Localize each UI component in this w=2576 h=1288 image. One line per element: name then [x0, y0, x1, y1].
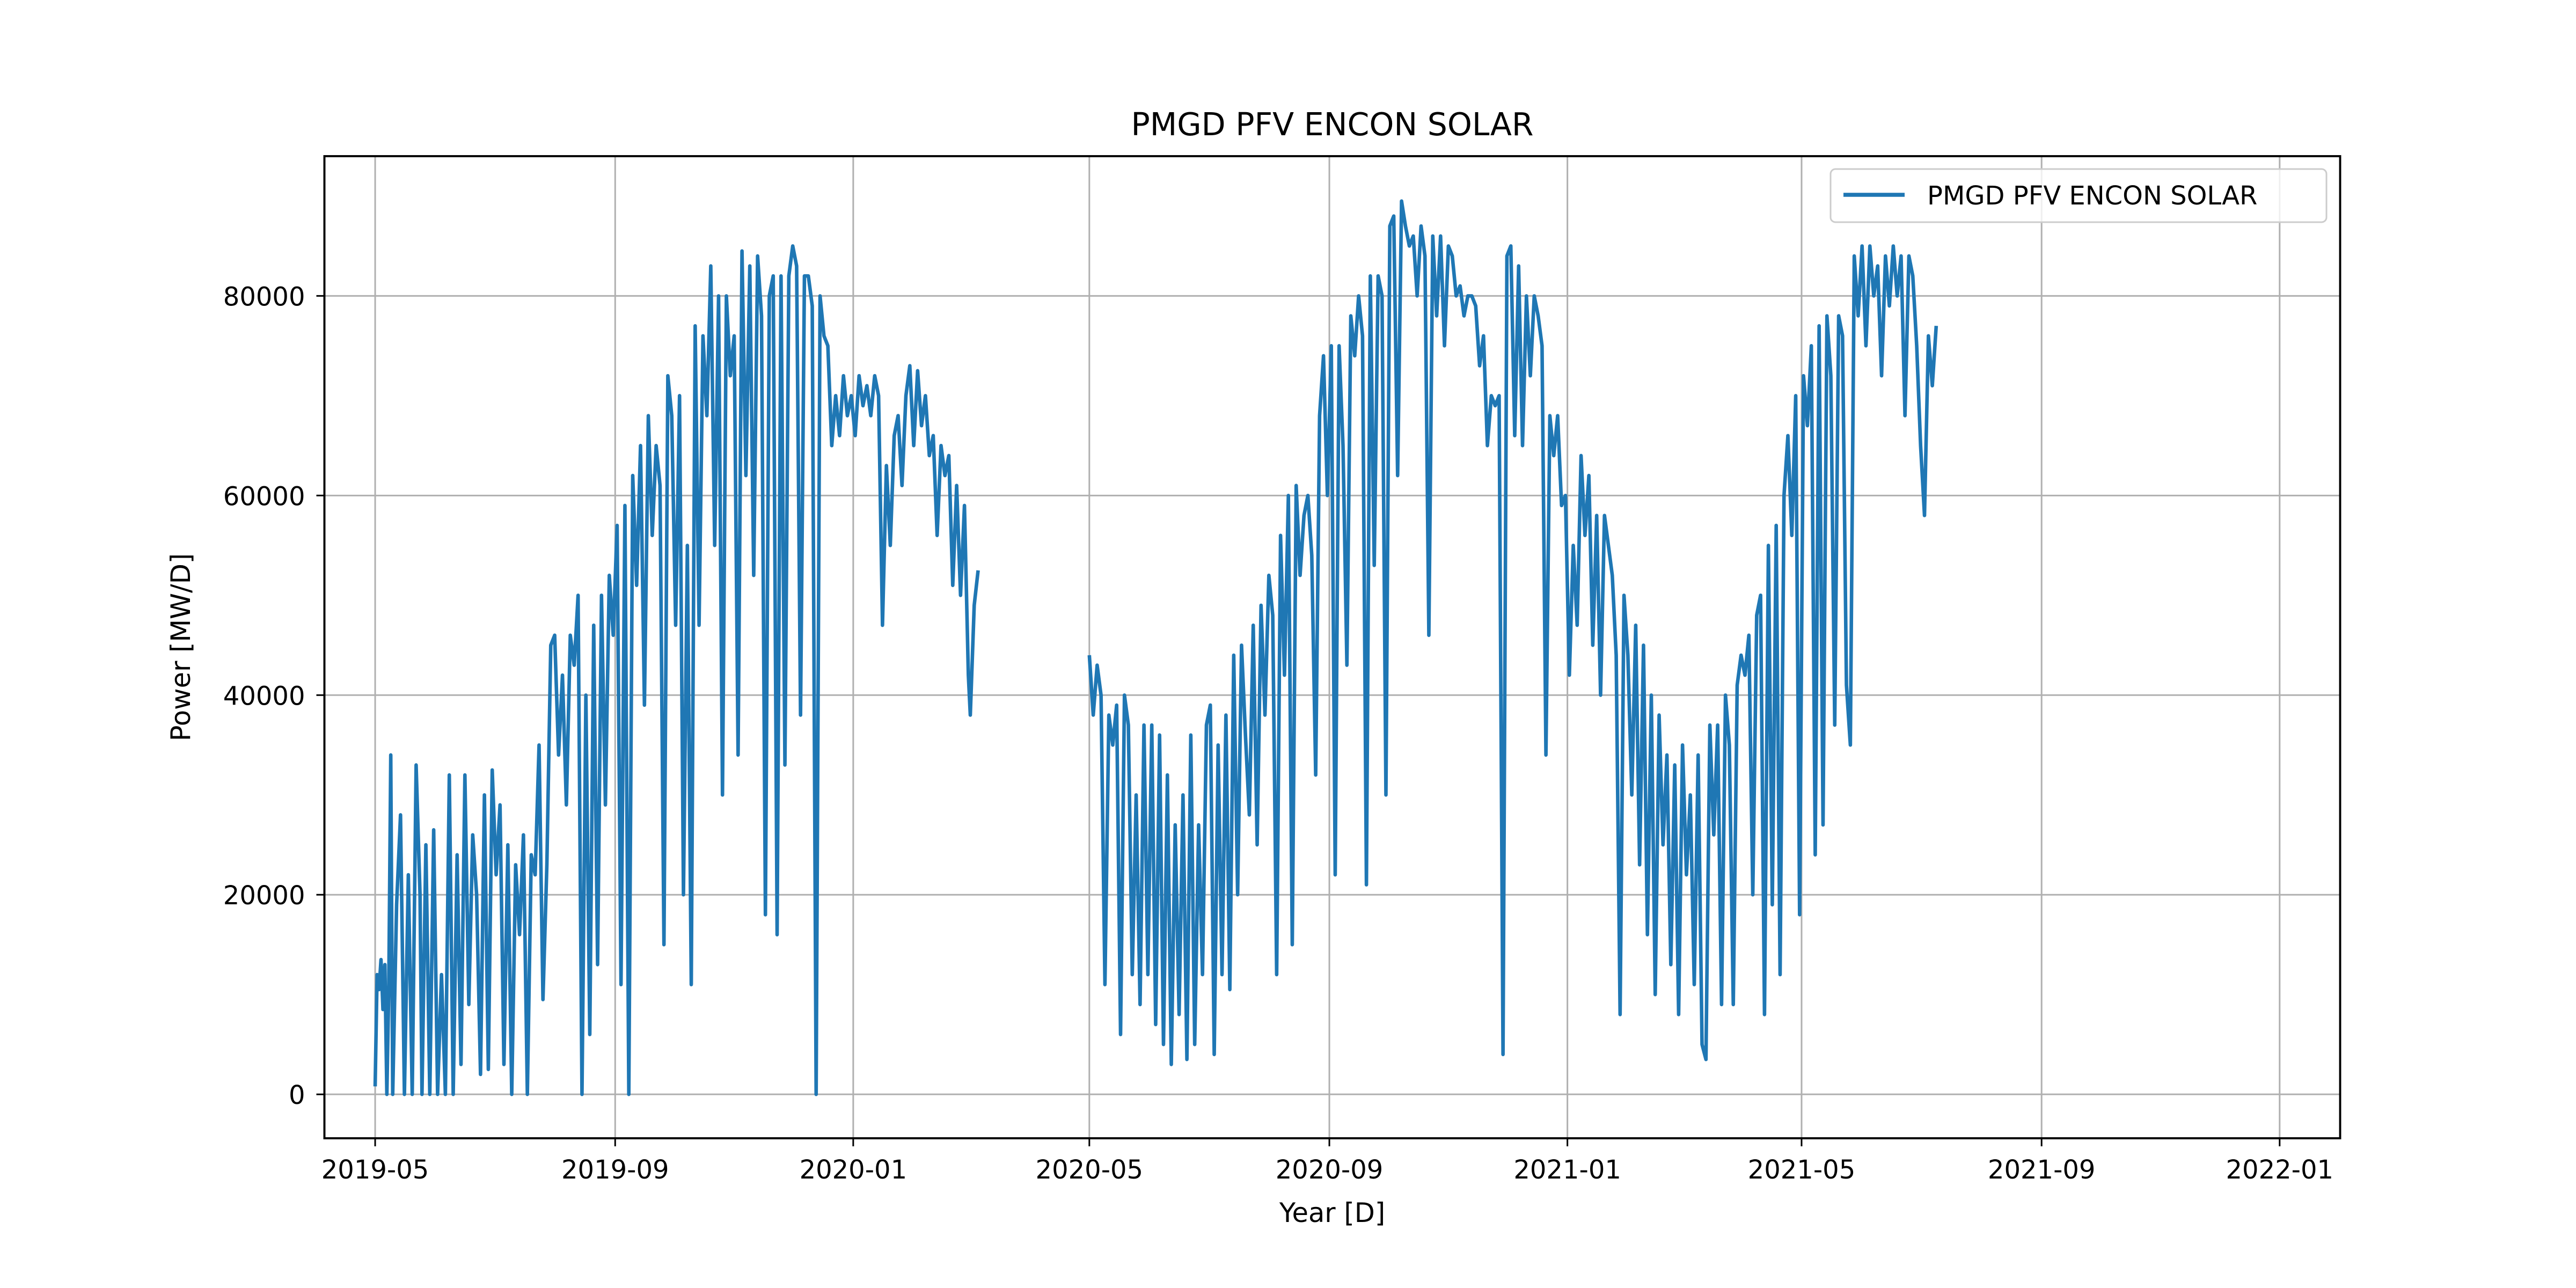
y-tick-label: 60000 [223, 481, 305, 511]
x-tick-label: 2019-05 [321, 1155, 429, 1185]
x-tick-label: 2020-01 [800, 1155, 908, 1185]
grid-lines [324, 156, 2340, 1138]
x-tick-label: 2021-09 [1988, 1155, 2096, 1185]
x-axis: 2019-05 2019-09 2020-01 2020-05 2020-09 2021-… [321, 1138, 2333, 1185]
series-layer [373, 199, 1938, 1096]
series-line [373, 199, 1938, 1096]
x-tick-label: 2021-01 [1513, 1155, 1621, 1185]
chart-title: PMGD PFV ENCON SOLAR [1131, 106, 1533, 143]
x-tick-label: 2022-01 [2226, 1155, 2334, 1185]
legend-box [1829, 168, 2328, 223]
plot-frame [323, 155, 2341, 1139]
x-tick-label: 2020-09 [1276, 1155, 1384, 1185]
y-tick-label: 40000 [223, 681, 305, 711]
y-tick-label: 0 [289, 1080, 305, 1110]
y-tick-label: 20000 [223, 881, 305, 911]
x-tick-label: 2020-05 [1036, 1155, 1144, 1185]
x-tick-label: 2019-09 [561, 1155, 669, 1185]
legend-label: PMGD PFV ENCON SOLAR [1927, 181, 2257, 211]
y-axis: 0 20000 40000 60000 80000 [223, 282, 325, 1110]
x-tick-label: 2021-05 [1748, 1155, 1856, 1185]
legend: PMGD PFV ENCON SOLAR [1829, 168, 2328, 223]
x-axis-title: Year [D] [1279, 1197, 1385, 1228]
y-tick-label: 80000 [223, 282, 305, 312]
y-axis-title: Power [MW/D] [165, 553, 196, 741]
